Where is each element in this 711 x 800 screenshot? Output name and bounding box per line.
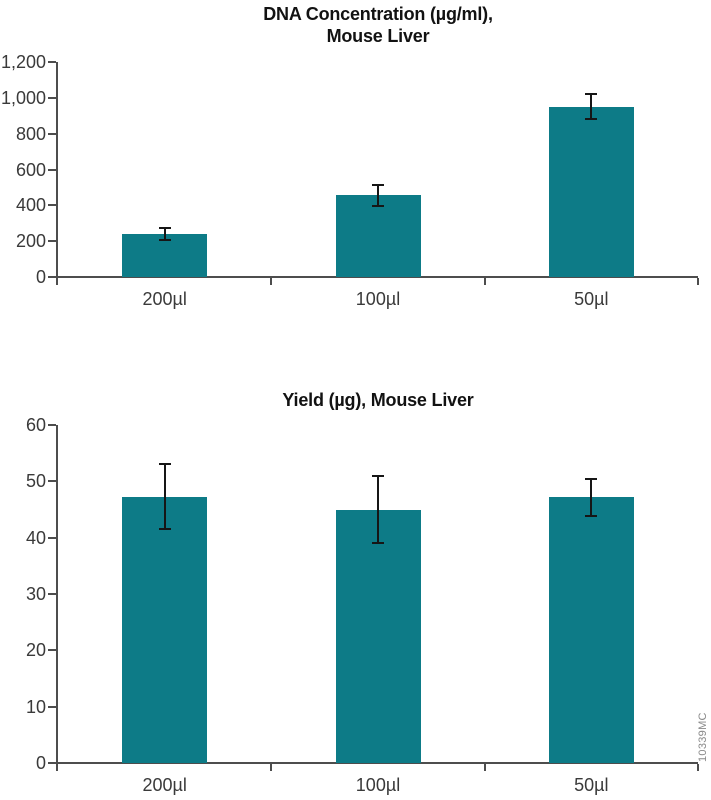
- y-axis-tick: [48, 705, 56, 708]
- bar-50µl: [548, 106, 634, 277]
- x-axis-tick: [483, 278, 486, 285]
- y-axis-tick: [48, 593, 56, 595]
- x-category-label: 100µl: [355, 775, 401, 795]
- bar-50µl: [548, 497, 634, 763]
- chart-title-line-1: DNA Concentration (µg/ml),: [263, 4, 493, 24]
- x-axis: [56, 276, 698, 278]
- bar-100µl: [335, 509, 421, 763]
- x-category-label: 200µl: [142, 289, 187, 309]
- x-axis-tick: [697, 278, 699, 285]
- y-axis-tick: [48, 536, 56, 539]
- x-category-label: 200µl: [142, 775, 187, 795]
- error-bar-bottom-cap: [372, 542, 384, 545]
- y-tick-label: 200: [15, 231, 46, 252]
- y-axis-tick: [48, 61, 56, 63]
- error-bar-top-cap: [158, 226, 171, 229]
- y-axis-tick: [48, 96, 56, 99]
- error-bar-bottom-cap: [585, 118, 598, 121]
- x-axis-tick: [270, 764, 273, 771]
- error-bar: [377, 475, 379, 544]
- y-axis-tick: [48, 480, 56, 483]
- plot-area-dna-concentration: 0 200 400 600 800 1,000 1,200 200µl 100µl 50µl: [1, 53, 699, 309]
- y-axis: [56, 62, 58, 285]
- y-axis-tick: [48, 168, 56, 171]
- chart-title-line-1: Yield (µg), Mouse Liver: [282, 390, 474, 410]
- y-tick-label: 1,000: [0, 87, 46, 108]
- error-bar-top-cap: [585, 93, 598, 96]
- error-bar: [590, 478, 593, 516]
- y-tick-label: 50: [25, 471, 46, 492]
- x-category-label: 100µl: [355, 289, 401, 309]
- error-bar-top-cap: [585, 477, 598, 480]
- y-tick-label: 20: [25, 640, 46, 661]
- y-tick-label: 1,200: [0, 52, 46, 72]
- error-bar-bottom-cap: [158, 527, 171, 530]
- x-category-label: 50µl: [574, 775, 609, 795]
- bar-100µl: [335, 195, 421, 277]
- x-axis-tick: [483, 764, 486, 771]
- figure-id-watermark: 10339MC: [697, 712, 709, 762]
- x-axis-tick: [270, 278, 273, 285]
- y-tick-label: 30: [25, 584, 46, 604]
- error-bar-bottom-cap: [158, 239, 171, 242]
- chart-title-dna-concentration: DNA Concentration (µg/ml), Mouse Liver: [58, 3, 698, 47]
- y-axis-tick: [48, 132, 56, 135]
- y-tick-label: 600: [15, 159, 46, 180]
- error-bar: [590, 94, 593, 120]
- y-tick-label: 40: [25, 527, 46, 548]
- error-bar-top-cap: [158, 463, 171, 466]
- y-tick-label: 0: [35, 267, 46, 287]
- error-bar-top-cap: [372, 183, 384, 186]
- x-axis-tick: [697, 764, 699, 771]
- y-tick-label: 60: [25, 415, 46, 435]
- y-axis-tick: [48, 240, 56, 243]
- y-axis-tick: [48, 649, 56, 652]
- x-axis: [56, 762, 698, 764]
- error-bar-top-cap: [372, 474, 384, 477]
- error-bar-bottom-cap: [585, 514, 598, 517]
- chart-title-yield: Yield (µg), Mouse Liver: [58, 389, 698, 411]
- error-bar: [377, 184, 379, 207]
- y-axis-tick: [48, 276, 56, 278]
- y-axis-tick: [48, 424, 56, 426]
- y-axis-tick: [48, 762, 56, 764]
- y-tick-label: 0: [35, 753, 46, 773]
- y-axis-tick: [48, 204, 56, 207]
- y-tick-label: 400: [15, 195, 46, 216]
- y-tick-label: 800: [15, 123, 46, 144]
- bar-200µl: [122, 496, 208, 763]
- error-bar: [163, 227, 166, 241]
- y-axis: [56, 425, 58, 771]
- x-category-label: 50µl: [574, 289, 609, 309]
- y-tick-label: 10: [25, 696, 46, 717]
- error-bar-bottom-cap: [372, 205, 384, 208]
- plot-area-yield: 0 10 20 30 40 50 60 200µl 100µl 50µl: [26, 416, 699, 795]
- error-bar: [163, 464, 166, 529]
- chart-title-line-2: Mouse Liver: [326, 26, 430, 46]
